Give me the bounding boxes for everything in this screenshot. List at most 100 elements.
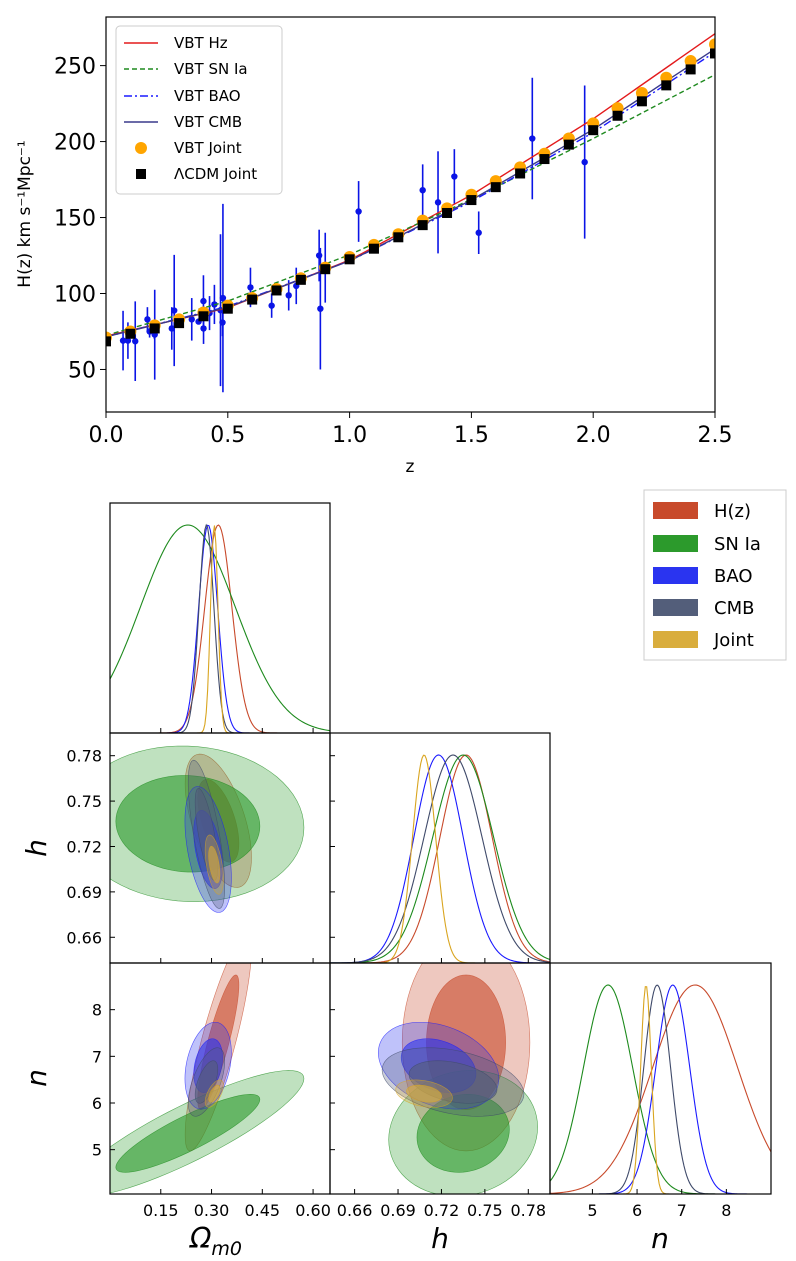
marginal-om bbox=[110, 523, 330, 733]
tick-label-x-om: 0.60 bbox=[295, 1201, 331, 1220]
tick-label-x-n: 6 bbox=[632, 1201, 642, 1220]
tick-label-y-n: 6 bbox=[92, 1094, 102, 1113]
marginal-curve-bao bbox=[550, 984, 771, 1194]
tick-label-x-n: 5 bbox=[587, 1201, 597, 1220]
lcdm-joint-marker bbox=[295, 274, 306, 285]
hz-data-point bbox=[200, 325, 207, 332]
marginal-curve-snia bbox=[550, 984, 771, 1194]
frame-n-1d bbox=[549, 962, 772, 1195]
lcdm-joint-marker bbox=[588, 125, 599, 136]
lcdm-joint-marker bbox=[393, 232, 404, 243]
lcdm-joint-marker bbox=[710, 48, 715, 59]
hz-data-point bbox=[119, 337, 127, 344]
hz-data-point bbox=[581, 158, 588, 166]
tick-label-x-om: 0.30 bbox=[194, 1201, 230, 1220]
tick-label-y-h: 0.69 bbox=[66, 883, 102, 902]
vbt-joint-marker bbox=[684, 55, 697, 68]
tick-label-x-h: 0.72 bbox=[424, 1201, 460, 1220]
legend-label-vbt-bao: VBT BAO bbox=[174, 87, 241, 105]
tick-label-x-om: 0.45 bbox=[244, 1201, 280, 1220]
x-label-h: h bbox=[431, 1222, 449, 1255]
lcdm-joint-marker bbox=[685, 64, 696, 75]
hubble-y-tick-label: 150 bbox=[54, 207, 96, 232]
legend-label-cmb: CMB bbox=[714, 598, 754, 619]
legend-swatch-lcdm-joint bbox=[136, 169, 146, 179]
hz-data-point bbox=[144, 316, 151, 323]
hubble-ticks: 0.0 0.5 1.0 1.5 2.0 2.5 50 100 150 200 250 bbox=[54, 55, 733, 448]
lcdm-joint-marker bbox=[612, 110, 623, 121]
lcdm-joint-marker bbox=[515, 168, 526, 179]
tick-label-x-h: 0.78 bbox=[510, 1201, 546, 1220]
marginal-n bbox=[550, 984, 771, 1194]
legend-swatch-sn bbox=[653, 535, 698, 552]
x-label-omega: Ωm0 bbox=[189, 1222, 242, 1260]
hz-data-point bbox=[451, 173, 458, 180]
lcdm-joint-marker bbox=[198, 311, 209, 322]
triangle-ticks: 0.15 0.30 0.45 0.60 0.66 0.69 0.72 0.75 0.78 5 6 7 8… bbox=[66, 728, 731, 1220]
triangle-frames bbox=[109, 502, 772, 1195]
hubble-x-tick-label: 2.5 bbox=[698, 423, 733, 448]
frame-h-1d bbox=[329, 732, 551, 964]
hz-data-point bbox=[317, 305, 324, 312]
hz-data-point bbox=[315, 252, 323, 259]
lcdm-joint-marker bbox=[661, 80, 672, 91]
marginal-curve-cmb bbox=[550, 984, 771, 1194]
lcdm-joint-marker bbox=[563, 139, 574, 150]
omega-symbol: Ω bbox=[189, 1222, 212, 1255]
lcdm-joint-marker bbox=[636, 96, 647, 107]
tick-label-y-h: 0.72 bbox=[66, 837, 102, 856]
hz-data-point bbox=[171, 307, 178, 314]
contour-h-n bbox=[377, 963, 538, 1194]
hubble-y-tick-label: 50 bbox=[68, 358, 96, 383]
legend-label-joint: Joint bbox=[713, 630, 754, 651]
lcdm-joint-marker bbox=[417, 220, 428, 231]
hz-data-point bbox=[268, 302, 275, 309]
hubble-x-tick-label: 1.5 bbox=[454, 423, 489, 448]
legend-label-vbt-joint: VBT Joint bbox=[174, 139, 242, 157]
hubble-plot-area bbox=[106, 33, 715, 393]
legend-swatch-bao bbox=[653, 567, 698, 584]
legend-label-sn: SN Ia bbox=[714, 534, 761, 555]
hz-data-point bbox=[434, 199, 442, 206]
hubble-x-tick-label: 2.0 bbox=[576, 423, 611, 448]
hubble-y-tick-label: 250 bbox=[54, 55, 96, 80]
legend-label-vbt-hz: VBT Hz bbox=[174, 34, 228, 52]
omega-subscript: m0 bbox=[211, 1238, 242, 1260]
hz-data-point bbox=[419, 186, 426, 194]
hubble-plot-frame bbox=[105, 16, 716, 413]
marginal-curve-bao bbox=[110, 524, 330, 733]
hz-data-point bbox=[285, 292, 292, 299]
y-label-n: n bbox=[20, 1069, 53, 1087]
marginal-curve-joint bbox=[110, 525, 330, 733]
tick-label-y-h: 0.66 bbox=[66, 928, 102, 947]
legend-label-bao: BAO bbox=[714, 566, 753, 587]
hubble-x-tick-label: 0.5 bbox=[210, 423, 245, 448]
legend-swatch-vbt-joint bbox=[135, 142, 147, 154]
contour-joint bbox=[208, 1084, 221, 1103]
marginal-curve-cmb bbox=[330, 754, 550, 963]
lcdm-joint-marker bbox=[125, 328, 136, 339]
legend-label-hz: H(z) bbox=[714, 501, 751, 522]
marginal-curve-hz bbox=[110, 524, 330, 733]
contour-om-h bbox=[110, 745, 305, 913]
lcdm-joint-marker bbox=[174, 318, 185, 329]
hubble-diagram-panel: 0.0 0.5 1.0 1.5 2.0 2.5 50 100 150 200 250 z H(z) … bbox=[15, 16, 733, 477]
lcdm-joint-marker bbox=[320, 264, 331, 275]
marginal-curve-snia bbox=[330, 754, 550, 963]
tick-label-y-n: 8 bbox=[92, 1001, 102, 1020]
hubble-x-tick-label: 1.0 bbox=[332, 423, 367, 448]
hubble-legend-box bbox=[115, 25, 283, 195]
marginal-curve-snia bbox=[110, 524, 330, 732]
tick-label-x-n: 7 bbox=[677, 1201, 687, 1220]
vbt-joint-marker bbox=[709, 38, 715, 51]
hz-data-point bbox=[168, 325, 175, 332]
contour-snia bbox=[115, 1094, 261, 1173]
triangle-legend: H(z) SN Ia BAO CMB Joint bbox=[643, 489, 787, 661]
triangle-plot-panel: 0.15 0.30 0.45 0.60 0.66 0.69 0.72 0.75 0.78 5 6 7 8… bbox=[20, 489, 787, 1260]
legend-label-vbt-cmb: VBT CMB bbox=[174, 113, 242, 131]
legend-label-lcdm-joint: ΛCDM Joint bbox=[174, 165, 257, 183]
tick-label-y-h: 0.78 bbox=[66, 747, 102, 766]
lcdm-joint-marker bbox=[344, 254, 355, 265]
hz-data-point bbox=[124, 337, 132, 344]
